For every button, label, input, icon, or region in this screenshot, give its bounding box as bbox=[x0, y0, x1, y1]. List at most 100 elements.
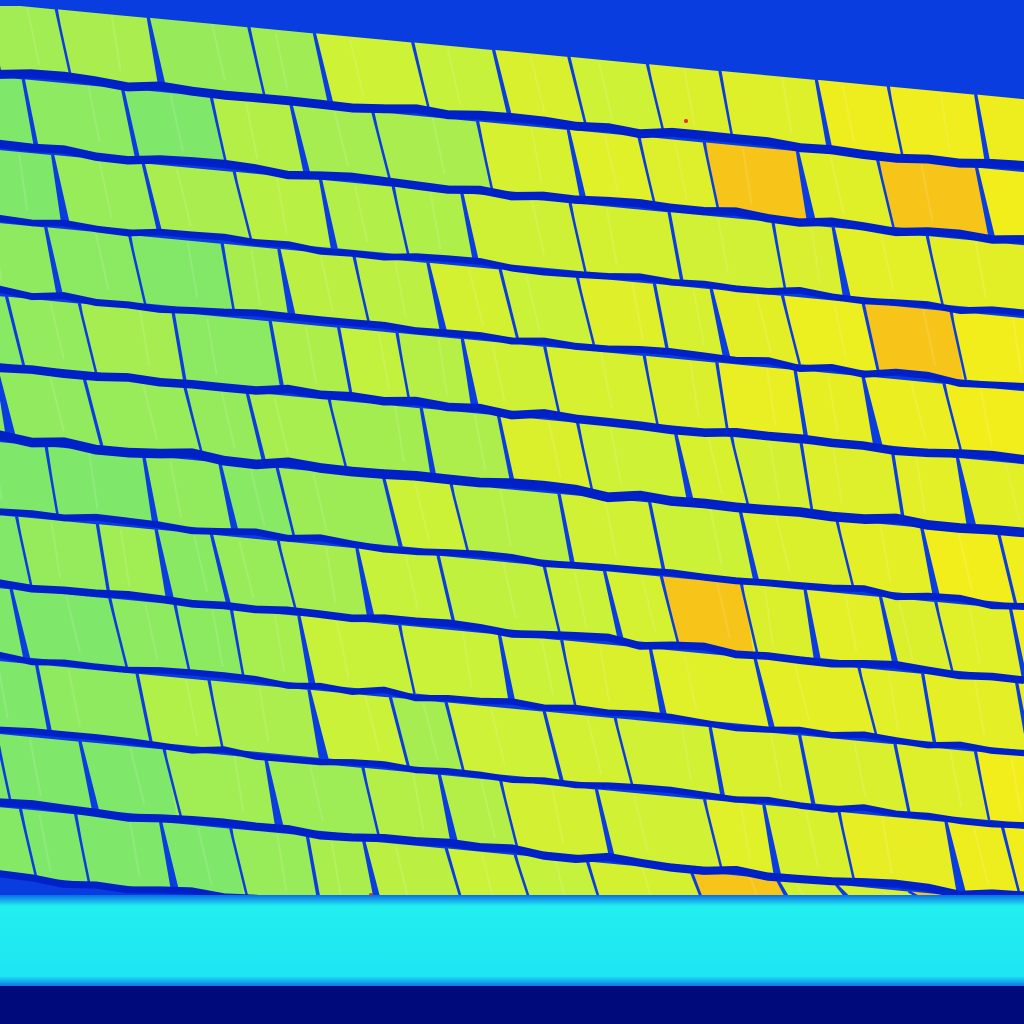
wood-grain bbox=[481, 854, 495, 901]
wood-grain bbox=[211, 610, 224, 667]
shingle-side-gap bbox=[835, 519, 855, 589]
shingle-side-gap bbox=[997, 534, 1017, 604]
shingle bbox=[0, 442, 57, 515]
wood-grain bbox=[98, 160, 113, 218]
wood-grain bbox=[377, 333, 391, 390]
shingle bbox=[422, 408, 511, 484]
shingle-side-gap bbox=[245, 391, 265, 461]
shingle bbox=[860, 667, 933, 742]
shingle bbox=[569, 129, 654, 205]
wood-grain bbox=[641, 867, 653, 901]
shingle bbox=[213, 534, 295, 610]
course-shadow-line bbox=[0, 214, 1024, 317]
shingle-side-gap bbox=[171, 312, 186, 381]
shingle bbox=[81, 303, 184, 381]
shingle-side-gap bbox=[613, 717, 634, 788]
shingle-side-gap bbox=[21, 79, 37, 148]
shingle bbox=[894, 451, 968, 526]
shingle-side-gap bbox=[411, 42, 431, 112]
wood-grain bbox=[530, 127, 543, 184]
shingle-side-gap bbox=[436, 555, 455, 625]
wood-grain bbox=[48, 374, 65, 432]
shingle bbox=[235, 171, 331, 248]
shingle bbox=[977, 94, 1024, 167]
shingle-side-gap bbox=[18, 808, 38, 878]
wood-grain bbox=[979, 389, 993, 447]
shingle-side-gap bbox=[974, 94, 988, 163]
wood-grain bbox=[364, 695, 381, 753]
wood-grain bbox=[38, 814, 52, 872]
wood-grain bbox=[804, 810, 820, 868]
wood-grain bbox=[348, 39, 365, 97]
shingle bbox=[1018, 682, 1024, 712]
wood-grain bbox=[250, 249, 262, 306]
wood-grain bbox=[674, 142, 688, 199]
shingle-side-gap bbox=[361, 767, 381, 837]
shingle-side-gap bbox=[799, 443, 814, 512]
shingle bbox=[18, 516, 108, 593]
shingle bbox=[652, 648, 769, 727]
shingle-side-gap bbox=[77, 303, 98, 373]
wood-grain bbox=[1010, 757, 1023, 814]
shingle bbox=[712, 289, 799, 365]
shingle-side-gap bbox=[54, 9, 73, 79]
shingle bbox=[756, 658, 876, 737]
wood-grain bbox=[480, 780, 497, 838]
shingle bbox=[0, 734, 93, 810]
wood-grain bbox=[437, 338, 448, 396]
shingle bbox=[784, 295, 878, 372]
shingle-side-gap bbox=[576, 422, 594, 492]
wood-grain bbox=[547, 421, 562, 478]
shingle-side-gap bbox=[499, 780, 519, 850]
top-dark-edge bbox=[0, 0, 1024, 6]
wood-grain bbox=[65, 594, 81, 653]
shingle-side-gap bbox=[875, 158, 895, 228]
shingle bbox=[300, 615, 414, 694]
shingle-side-gap bbox=[247, 26, 266, 96]
shingle bbox=[38, 664, 150, 743]
wood-grain bbox=[274, 615, 286, 672]
shingle bbox=[398, 332, 472, 408]
wood-grain bbox=[468, 268, 484, 326]
shingle-side-gap bbox=[388, 697, 410, 767]
shingle-side-gap bbox=[944, 821, 959, 891]
shingle bbox=[223, 243, 289, 318]
wood-grain bbox=[640, 577, 657, 635]
shingle-side-gap bbox=[362, 840, 377, 901]
wood-grain bbox=[683, 70, 696, 127]
shingle-side-gap bbox=[955, 457, 970, 527]
shingle-side-gap bbox=[146, 17, 161, 87]
shingle-side-gap bbox=[771, 221, 787, 291]
wood-grain bbox=[490, 708, 506, 766]
wood-grain bbox=[394, 846, 410, 901]
shingle-side-gap bbox=[476, 121, 494, 191]
shingle bbox=[463, 339, 559, 416]
wood-grain bbox=[683, 654, 698, 712]
shingle-shadow-lines bbox=[0, 9, 1024, 977]
shingle-side-gap bbox=[861, 376, 876, 445]
shingle bbox=[945, 383, 1024, 459]
shingle-side-gap bbox=[793, 369, 807, 439]
wood-grain bbox=[87, 85, 101, 142]
shingle-side-gap bbox=[162, 749, 183, 819]
shingle bbox=[0, 4, 71, 78]
wood-grain bbox=[920, 164, 934, 221]
shingle bbox=[47, 227, 145, 304]
bottom-dark-band bbox=[0, 986, 1024, 1024]
shingle-side-gap bbox=[35, 664, 51, 733]
shingle-side-gap bbox=[934, 601, 954, 671]
shingle bbox=[545, 711, 632, 787]
shingle bbox=[721, 70, 827, 148]
shingle bbox=[1004, 827, 1024, 896]
shingle-side-gap bbox=[183, 385, 204, 456]
wood-grain bbox=[394, 261, 408, 319]
shingle-side-gap bbox=[15, 516, 33, 586]
wood-grain bbox=[18, 154, 29, 211]
wood-grain bbox=[325, 546, 337, 604]
shingle-side-gap bbox=[703, 799, 723, 869]
shingle bbox=[176, 604, 243, 678]
shingle bbox=[440, 774, 517, 850]
shingle bbox=[308, 835, 375, 900]
shingle bbox=[447, 702, 560, 781]
wood-grain bbox=[604, 499, 618, 557]
